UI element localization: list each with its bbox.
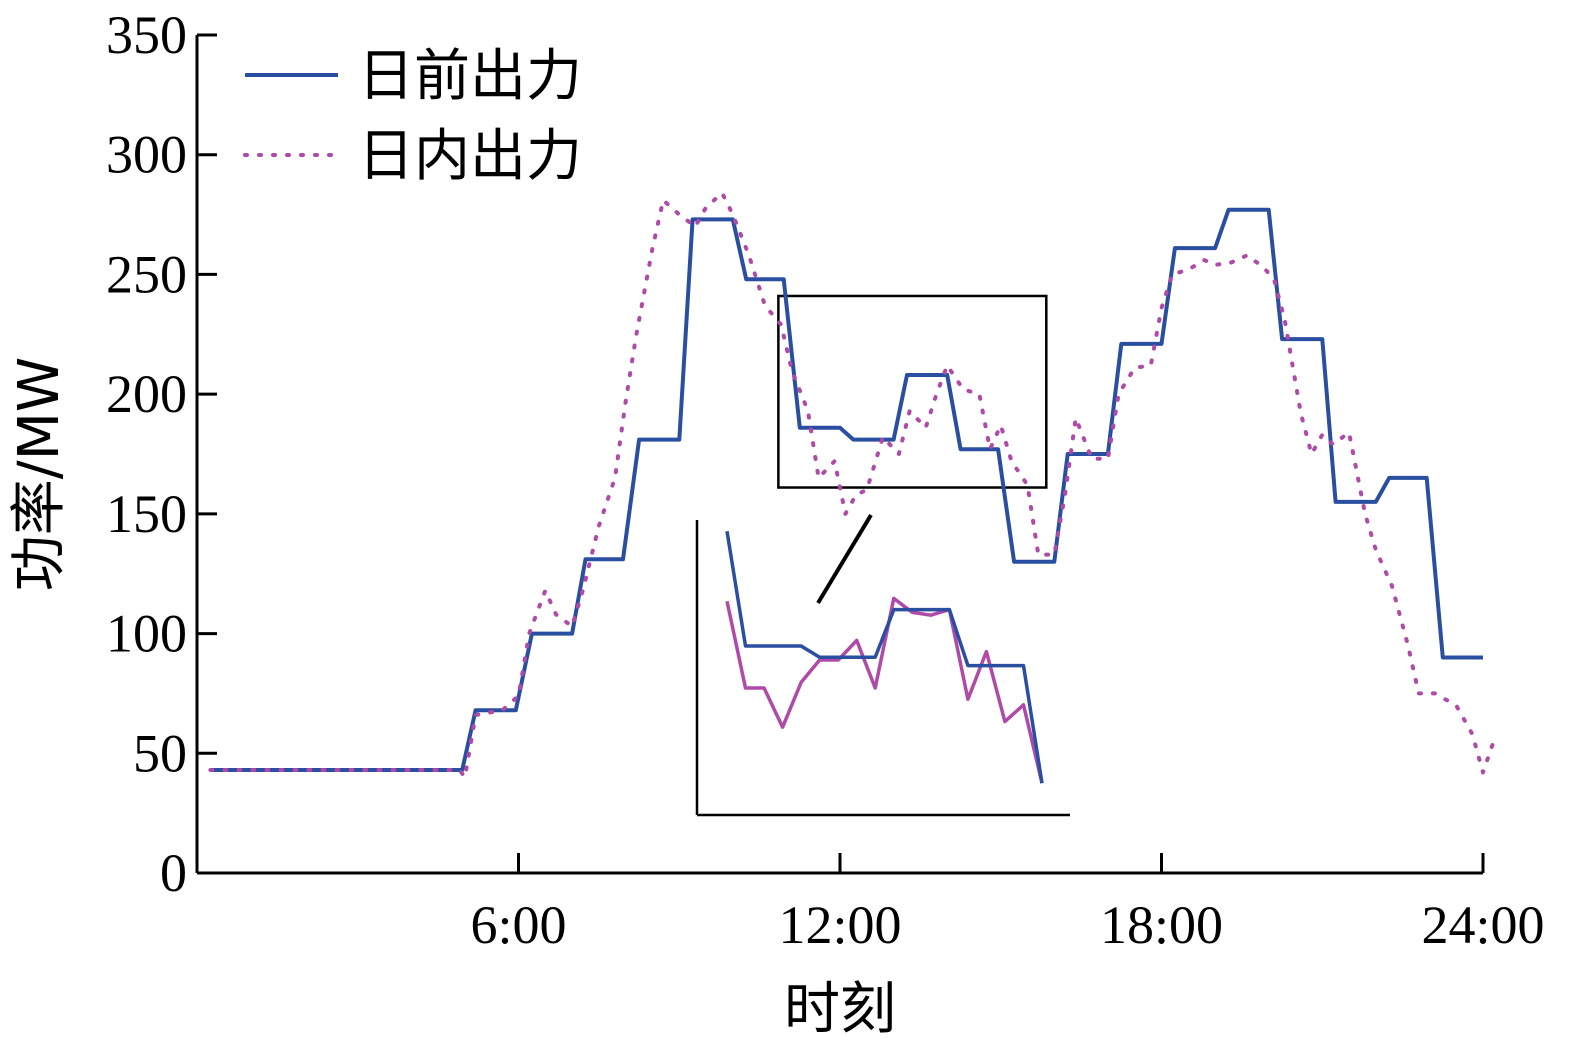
y-tick-label: 250 bbox=[106, 244, 187, 304]
y-tick-label: 100 bbox=[106, 604, 187, 664]
legend-label-day_ahead: 日前出力 bbox=[358, 44, 582, 109]
y-tick-label: 200 bbox=[106, 364, 187, 424]
x-tick-label: 6:00 bbox=[470, 895, 566, 955]
series-line-day_ahead bbox=[210, 207, 1483, 772]
inset-line-day-ahead bbox=[725, 530, 1044, 784]
zoom-inset bbox=[695, 294, 1070, 817]
x-tick-label: 12:00 bbox=[778, 895, 901, 955]
legend-label-intraday: 日内出力 bbox=[358, 124, 582, 189]
series-line-intraday bbox=[208, 191, 1496, 780]
x-axis-title: 时刻 bbox=[784, 977, 896, 1042]
inset-line-intraday bbox=[725, 596, 1044, 784]
zoom-source-box bbox=[777, 294, 1048, 489]
y-axis-title: 功率/MW bbox=[7, 357, 72, 592]
y-tick-label: 350 bbox=[106, 5, 187, 65]
axes: 0 50 100 150 200 250 300 350 6:00 12:00 18:00 24:00 bbox=[106, 5, 1545, 955]
y-tick-label: 0 bbox=[160, 843, 187, 903]
y-tick-label: 50 bbox=[133, 723, 187, 783]
series-layer bbox=[208, 191, 1496, 780]
zoom-connector bbox=[816, 513, 873, 605]
x-tick-label: 24:00 bbox=[1421, 895, 1544, 955]
y-tick-label: 150 bbox=[106, 484, 187, 544]
y-tick-label: 300 bbox=[106, 125, 187, 185]
x-tick-label: 18:00 bbox=[1100, 895, 1223, 955]
